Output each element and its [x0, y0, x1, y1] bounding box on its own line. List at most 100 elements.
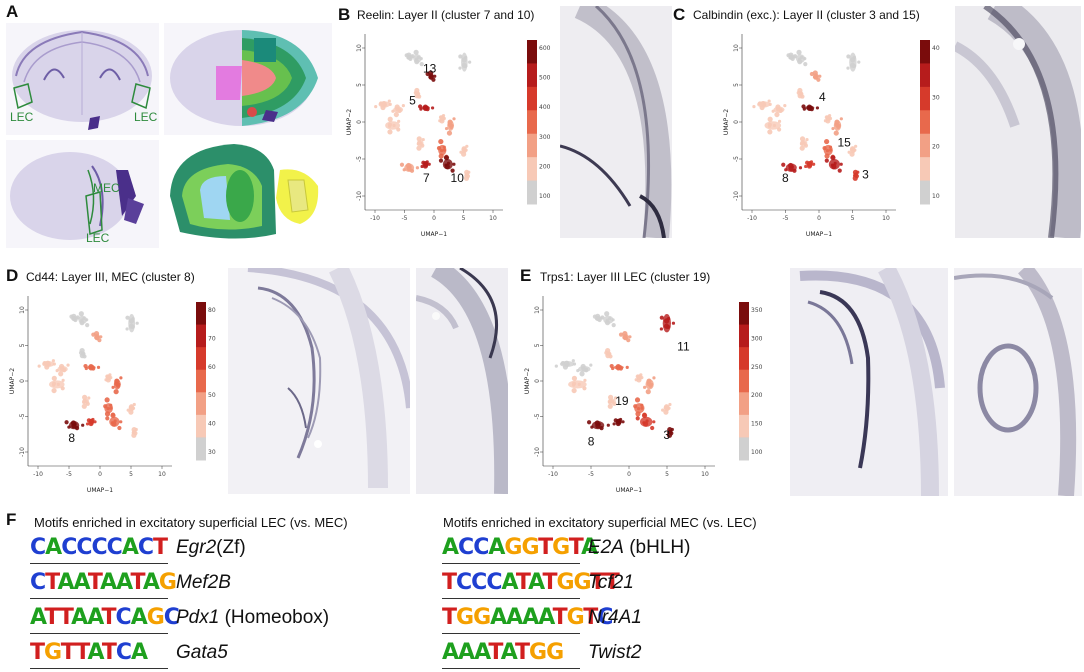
x-axis-label: UMAP−1: [421, 231, 447, 238]
panel-c-title: Calbindin (exc.): Layer II (cluster 3 an…: [693, 8, 920, 22]
umap-plot-reelin: -10 -5 0 5 10 10 5 0 -5 -10 UMAP−1 UMAP−2 13 5 7 10 600 5…: [346, 34, 551, 238]
x-axis-label: UMAP−1: [87, 487, 113, 494]
logo-base: G: [566, 605, 585, 630]
umap-cluster: [438, 114, 446, 124]
logo-base: G: [552, 535, 570, 560]
umap-cluster: [104, 373, 113, 383]
umap-cluster: [75, 311, 90, 328]
y-tick-label: 5: [733, 83, 740, 87]
umap-cluster: [444, 117, 456, 136]
colorbar-step: [527, 86, 537, 111]
brain-section-horizontal-2: [6, 140, 159, 248]
y-axis-label: UMAP−2: [9, 368, 16, 394]
colorbar-tick-label: 250: [751, 364, 763, 371]
y-tick-label: -5: [733, 156, 740, 162]
umap-cluster: [49, 375, 65, 394]
colorbar-step: [739, 414, 749, 438]
x-tick-label: 0: [817, 215, 821, 222]
logo-base: T: [488, 640, 501, 665]
motif-row: TGGAAAATGTC Nr4A1: [442, 603, 802, 637]
umap-cluster: [438, 155, 456, 173]
x-tick-label: 0: [98, 471, 102, 478]
cluster-label: 13: [423, 62, 437, 76]
colorbar-tick-label: 100: [751, 449, 763, 456]
logo-base: A: [490, 605, 507, 630]
logo-base: A: [442, 535, 459, 560]
umap-cluster: [125, 314, 139, 333]
colorbar-step: [739, 302, 749, 326]
logo-base: A: [488, 535, 505, 560]
y-axis-label: UMAP−2: [723, 109, 730, 135]
umap-cluster: [609, 363, 629, 371]
colorbar-tick-label: 60: [208, 364, 216, 371]
colorbar-tick-label: 20: [932, 144, 940, 151]
colorbar-tick-label: 10: [932, 193, 940, 200]
brain-atlas-coronal-1: [164, 23, 332, 135]
ish-image-calbindin: [955, 6, 1081, 238]
umap-cluster: [425, 70, 437, 82]
x-tick-label: -5: [402, 215, 408, 222]
colorbar-step: [920, 110, 930, 135]
umap-cluster: [824, 155, 843, 173]
ish-image-trps1-zoom: [954, 268, 1082, 496]
x-axis-label: UMAP−1: [806, 231, 832, 238]
motif-row: ACCAGGTGTA E2A (bHLH): [442, 533, 802, 567]
y-tick-label: -5: [356, 156, 363, 162]
colorbar-step: [739, 347, 749, 371]
logo-base: C: [30, 570, 46, 595]
x-tick-label: -10: [33, 471, 43, 478]
motifs-lec-heading: Motifs enriched in excitatory superficia…: [34, 515, 348, 530]
umap-cluster: [374, 99, 392, 111]
colorbar-step: [739, 392, 749, 416]
umap-cluster: [764, 116, 782, 135]
y-tick-label: 5: [19, 343, 26, 347]
colorbar-step: [196, 414, 206, 438]
logo-base: T: [538, 535, 553, 560]
colorbar-step: [527, 133, 537, 158]
logo-base: C: [137, 535, 154, 560]
umap-cluster: [78, 347, 87, 359]
umap-cluster: [404, 52, 414, 62]
colorbar-tick-label: 100: [539, 193, 551, 200]
motif-row: CACCCCACT Egr2(Zf): [30, 533, 390, 567]
y-tick-label: 10: [534, 306, 541, 314]
umap-cluster: [55, 363, 70, 377]
panel-d-title: Cd44: Layer III, MEC (cluster 8): [26, 270, 195, 284]
umap-cluster: [131, 427, 138, 438]
y-tick-label: 10: [19, 306, 26, 314]
colorbar-step: [527, 110, 537, 135]
logo-base: C: [458, 535, 474, 560]
logo-base: T: [101, 605, 117, 630]
colorbar-tick-label: 200: [539, 163, 551, 170]
logo-base: T: [44, 605, 59, 630]
mec-label: MEC: [93, 181, 120, 195]
colorbar-step: [527, 40, 537, 64]
colorbar-step: [920, 40, 930, 64]
motif-separator: [442, 633, 580, 634]
panel-b-title: Reelin: Layer II (cluster 7 and 10): [357, 8, 535, 22]
umap-cluster: [568, 375, 587, 394]
logo-base: T: [153, 535, 168, 560]
logo-base: T: [552, 605, 568, 630]
y-tick-label: 0: [19, 379, 26, 383]
umap-cluster: [576, 363, 593, 377]
logo-base: C: [486, 570, 502, 595]
logo-base: T: [583, 605, 598, 630]
colorbar-tick-label: 500: [539, 75, 551, 82]
umap-cluster: [554, 359, 577, 370]
colorbar-step: [196, 347, 206, 371]
logo-base: A: [506, 605, 523, 630]
umap-cluster: [436, 138, 449, 159]
umap-cluster: [105, 412, 123, 431]
cluster-label: 19: [615, 394, 629, 408]
umap-cluster: [126, 402, 136, 415]
umap-plot-trps1: -10 -5 0 5 10 10 5 0 -5 -10 UMAP−1 UMAP−2 11 19 8 3 350 3…: [524, 296, 763, 494]
lec-label-left: LEC: [10, 110, 34, 124]
logo-base: T: [58, 605, 72, 630]
logo-base: T: [542, 570, 557, 595]
logo-base: A: [522, 605, 539, 630]
colorbar-tick-label: 30: [932, 94, 940, 101]
cluster-label: 8: [782, 171, 789, 185]
logo-base: C: [597, 605, 613, 630]
sequence-logo: TGGAAAATGTC: [442, 605, 613, 631]
